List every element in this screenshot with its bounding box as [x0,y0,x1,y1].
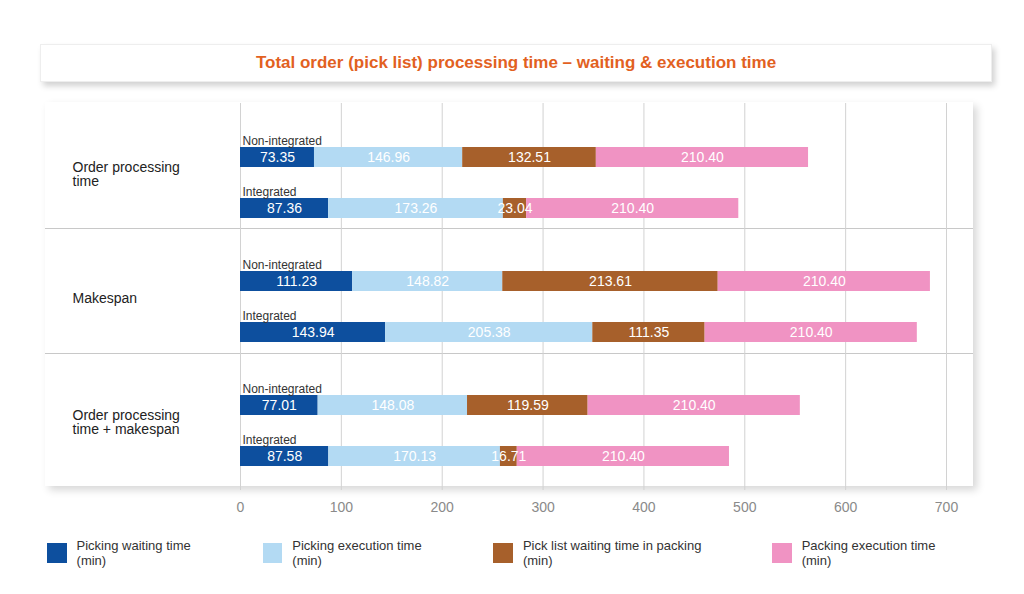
svg-text:87.58: 87.58 [267,448,302,464]
svg-text:148.08: 148.08 [371,397,414,413]
svg-text:173.26: 173.26 [395,200,438,216]
svg-text:210.40: 210.40 [803,273,846,289]
svg-text:Makespan: Makespan [73,290,138,306]
html-text:Pick list waiting time in pack: Pick list waiting time in packing (min) [523,538,702,568]
svg-text:210.40: 210.40 [790,324,833,340]
svg-text:170.13: 170.13 [393,448,436,464]
svg-text:73.35: 73.35 [260,149,295,165]
svg-text:23.04: 23.04 [497,200,532,216]
svg-text:700: 700 [935,499,959,515]
svg-text:87.36: 87.36 [267,200,302,216]
svg-text:600: 600 [834,499,858,515]
svg-text:300: 300 [531,499,555,515]
svg-text:500: 500 [733,499,757,515]
svg-text:111.35: 111.35 [629,324,670,340]
html-text:Total order (pick list) proces: Total order (pick list) processing time … [255,53,777,72]
svg-text:400: 400 [632,499,656,515]
svg-text:Non-integrated: Non-integrated [243,382,322,396]
svg-text:210.40: 210.40 [602,448,645,464]
svg-text:210.40: 210.40 [681,149,724,165]
svg-text:119.59: 119.59 [507,397,549,413]
html-text:Picking waiting time (min): Picking waiting time (min) [76,538,191,568]
svg-text:200: 200 [431,499,455,515]
svg-text:Integrated: Integrated [243,185,297,199]
svg-text:77.01: 77.01 [262,397,297,413]
svg-text:111.23: 111.23 [276,273,317,289]
html-text:Packing execution time (min): Packing execution time (min) [801,538,936,568]
svg-text:213.61: 213.61 [589,273,632,289]
svg-text:16.71: 16.71 [491,448,526,464]
svg-text:Order processingtime: Order processingtime [73,159,180,189]
svg-text:100: 100 [330,499,354,515]
svg-text:Integrated: Integrated [243,309,297,323]
svg-text:210.40: 210.40 [673,397,716,413]
svg-text:Integrated: Integrated [243,433,297,447]
svg-text:Non-integrated: Non-integrated [243,258,322,272]
svg-text:143.94: 143.94 [292,324,335,340]
svg-text:0: 0 [237,499,245,515]
svg-text:210.40: 210.40 [611,200,654,216]
svg-text:132.51: 132.51 [508,149,551,165]
svg-text:205.38: 205.38 [468,324,511,340]
html-text:Picking execution time (min): Picking execution time (min) [292,538,422,568]
svg-text:148.82: 148.82 [406,273,449,289]
svg-text:Order processingtime + makespa: Order processingtime + makespan [73,407,180,437]
svg-text:146.96: 146.96 [367,149,410,165]
svg-text:Non-integrated: Non-integrated [243,134,322,148]
